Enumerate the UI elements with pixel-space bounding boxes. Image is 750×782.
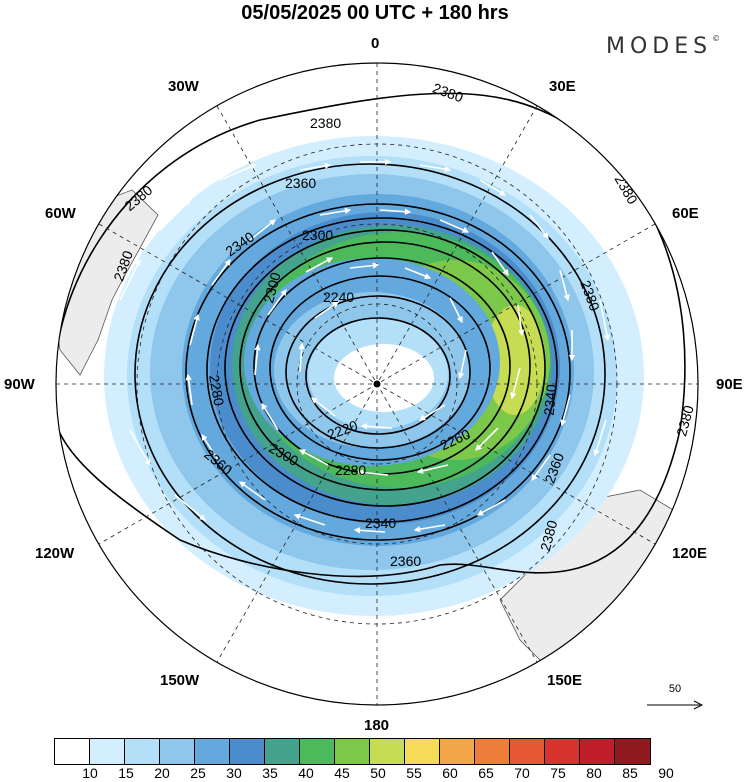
colorbar-tick-label: 40 [298, 765, 314, 781]
lon-label-90e: 90E [716, 376, 743, 393]
contour-label: 2360 [285, 175, 316, 191]
colorbar-swatch [230, 739, 265, 764]
colorbar-tick-label: 70 [514, 765, 530, 781]
lon-label-0: 0 [371, 35, 380, 52]
lon-label-90w: 90W [4, 376, 35, 393]
colorbar-tick-label: 75 [550, 765, 566, 781]
contour-2340a [185, 203, 571, 541]
colorbar-tick-label: 90 [658, 765, 674, 781]
contour-2240 [285, 295, 471, 449]
lon-label-150e: 150E [547, 672, 583, 689]
reference-vector: 50 [646, 683, 704, 713]
wind-speed-fill [104, 136, 644, 616]
reference-vector-value: 50 [668, 683, 682, 695]
lon-label-60w: 60W [45, 205, 76, 222]
lon-label-120e: 120E [672, 545, 708, 562]
contour-2260 [269, 275, 491, 461]
contour-label: 2340 [541, 383, 560, 416]
colorbar-swatch [615, 739, 650, 764]
colorbar-tick-label: 85 [622, 765, 638, 781]
colorbar-swatch [300, 739, 335, 764]
contour-label: 2380 [673, 403, 697, 437]
colorbar-tick-label: 25 [190, 765, 206, 781]
colorbar-swatch [195, 739, 230, 764]
colorbar-swatch [370, 739, 405, 764]
colorbar-tick-label: 15 [118, 765, 134, 781]
lon-label-30w: 30W [168, 78, 199, 95]
contour-label: 2300 [260, 270, 284, 304]
colorbar-tick-label: 20 [154, 765, 170, 781]
contour-label: 2380 [611, 172, 641, 207]
contour-2320 [224, 229, 546, 507]
lon-label-120w: 120W [35, 545, 75, 562]
lon-label-60e: 60E [672, 205, 699, 222]
contour-label: 2300 [302, 227, 333, 243]
colorbar-tick-label: 80 [586, 765, 602, 781]
map-title: 05/05/2025 00 UTC + 180 hrs [241, 2, 509, 24]
contour-label: 2380 [431, 80, 466, 106]
south-pole-marker [373, 380, 381, 388]
contour-label: 2340 [365, 515, 396, 531]
map-boundary [55, 62, 699, 706]
colorbar-swatch [475, 739, 510, 764]
contour-label: 2380 [310, 115, 341, 131]
colorbar-swatch [440, 739, 475, 764]
colorbar-swatch [125, 739, 160, 764]
reference-arrow-icon [647, 700, 704, 710]
contour-label: 2380 [537, 518, 561, 552]
colorbar-tick-label: 65 [478, 765, 494, 781]
map-disk: 2380 2380 2360 2340 2300 2280 2260 2240 … [56, 63, 698, 705]
colorbar-tick-label: 50 [370, 765, 386, 781]
colorbar-swatch [265, 739, 300, 764]
colorbar-swatch [335, 739, 370, 764]
colorbar-swatch [580, 739, 615, 764]
colorbar-tick-label: 45 [334, 765, 350, 781]
colorbar-tick-label: 35 [262, 765, 278, 781]
contour-label: 2360 [390, 553, 421, 569]
colorbar-swatch [160, 739, 195, 764]
colorbar-swatch [545, 739, 580, 764]
colorbar [54, 738, 651, 765]
contour-label: 2280 [206, 373, 227, 407]
colorbar-tick-label: 30 [226, 765, 242, 781]
lon-label-150w: 150W [160, 672, 200, 689]
contour-2300 [239, 241, 531, 491]
colorbar-ticks: 10 15 20 25 30 35 40 45 50 55 60 65 70 75 80 85 90 [54, 765, 704, 782]
brand-mark: © [712, 34, 721, 43]
colorbar-tick-label: 10 [82, 765, 98, 781]
contour-2220 [305, 317, 451, 435]
lon-label-180: 180 [364, 717, 390, 734]
lon-label-30e: 30E [549, 78, 576, 95]
wind-arrows [119, 158, 611, 534]
colorbar-swatch [510, 739, 545, 764]
colorbar-tick-label: 60 [442, 765, 458, 781]
contour-2340b [206, 217, 558, 523]
colorbar-swatch [405, 739, 440, 764]
contour-2380 [56, 92, 686, 578]
height-contours [56, 92, 686, 585]
modes-logo: MODES© [606, 34, 720, 59]
brand-text: MODES [606, 34, 713, 59]
contour-label: 2280 [335, 462, 366, 478]
colorbar-swatch [55, 739, 90, 764]
colorbar-tick-label: 55 [406, 765, 422, 781]
colorbar-swatch [90, 739, 125, 764]
contour-label: 2240 [323, 289, 354, 305]
contour-2360 [134, 163, 606, 585]
